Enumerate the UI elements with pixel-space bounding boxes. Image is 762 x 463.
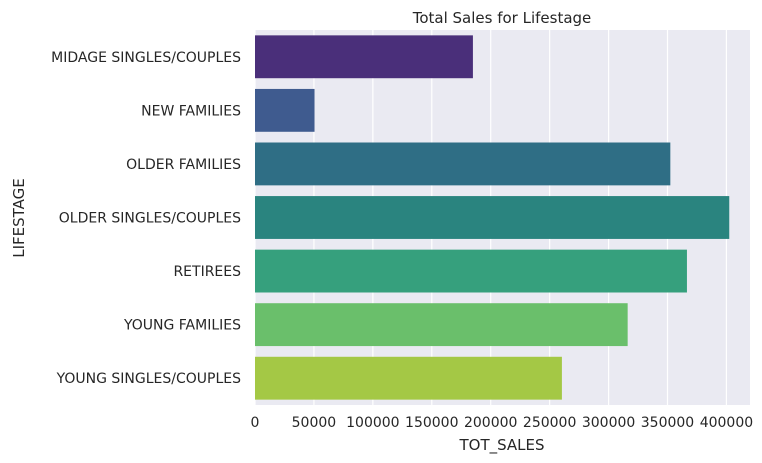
bar bbox=[255, 303, 628, 347]
bar bbox=[255, 196, 730, 239]
x-tick-label: 50000 bbox=[292, 415, 337, 431]
chart-title: Total Sales for Lifestage bbox=[412, 9, 592, 27]
x-tick-label: 350000 bbox=[641, 415, 694, 431]
x-axis-label: TOT_SALES bbox=[458, 436, 544, 455]
bars bbox=[255, 35, 730, 400]
y-tick-label: NEW FAMILIES bbox=[141, 103, 241, 119]
x-tick-label: 100000 bbox=[346, 415, 399, 431]
y-tick-label: OLDER SINGLES/COUPLES bbox=[59, 211, 241, 227]
y-tick-label: RETIREES bbox=[173, 264, 241, 280]
x-tick-label: 400000 bbox=[700, 415, 753, 431]
bar bbox=[255, 142, 671, 186]
x-tick-labels: 0 50000 100000 150000 200000 250000 300000 3500… bbox=[251, 415, 754, 431]
y-tick-label: YOUNG SINGLES/COUPLES bbox=[56, 371, 242, 387]
bar bbox=[255, 249, 687, 293]
bar bbox=[255, 35, 473, 79]
x-tick-label: 150000 bbox=[405, 415, 458, 431]
x-tick-label: 300000 bbox=[582, 415, 635, 431]
bar bbox=[255, 88, 315, 132]
y-axis-label: LIFESTAGE bbox=[10, 178, 28, 258]
y-tick-labels: MIDAGE SINGLES/COUPLES NEW FAMILIES OLDER … bbox=[51, 50, 241, 387]
y-tick-label: MIDAGE SINGLES/COUPLES bbox=[51, 50, 241, 66]
y-tick-label: OLDER FAMILIES bbox=[126, 157, 241, 173]
x-tick-label: 0 bbox=[251, 415, 260, 431]
x-tick-label: 200000 bbox=[464, 415, 517, 431]
y-tick-label: YOUNG FAMILIES bbox=[123, 318, 241, 334]
bar bbox=[255, 356, 562, 400]
x-tick-label: 250000 bbox=[523, 415, 576, 431]
